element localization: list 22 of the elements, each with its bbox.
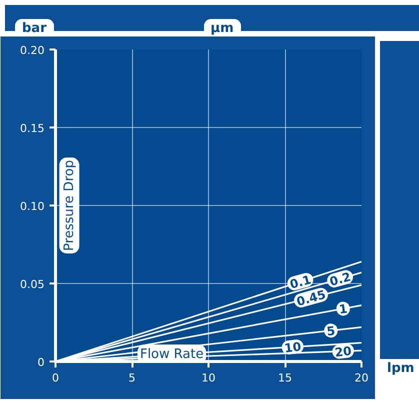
y-axis-title: Pressure Drop — [62, 160, 77, 251]
y-tick-label: 0 — [38, 356, 44, 369]
legend-label: 5 — [326, 324, 336, 339]
x-axis-title: Flow Rate — [140, 346, 204, 362]
text: bar — [15, 19, 54, 40]
x-tick-label: 10 — [202, 372, 216, 384]
y-tick-label: 0.20 — [20, 44, 45, 57]
text: 1 — [338, 302, 348, 317]
text: 10 — [284, 340, 302, 356]
x-tick-label: 15 — [278, 372, 292, 384]
x-tick-label: 5 — [128, 372, 136, 384]
text: lpm — [380, 359, 419, 380]
y-tick-label: 0.15 — [20, 122, 45, 135]
x-tick-label: 20 — [354, 372, 368, 384]
text: 0.1 — [288, 272, 313, 292]
y-tick-label: 0.10 — [20, 200, 45, 213]
x-tick-label: 0 — [52, 372, 59, 384]
legend-label: 20 — [334, 344, 352, 360]
y-tick-label: 0.05 — [20, 278, 45, 291]
legend-label: 0.45 — [295, 287, 328, 309]
legend-title: µm — [204, 19, 241, 40]
text: 0.2 — [328, 270, 352, 289]
